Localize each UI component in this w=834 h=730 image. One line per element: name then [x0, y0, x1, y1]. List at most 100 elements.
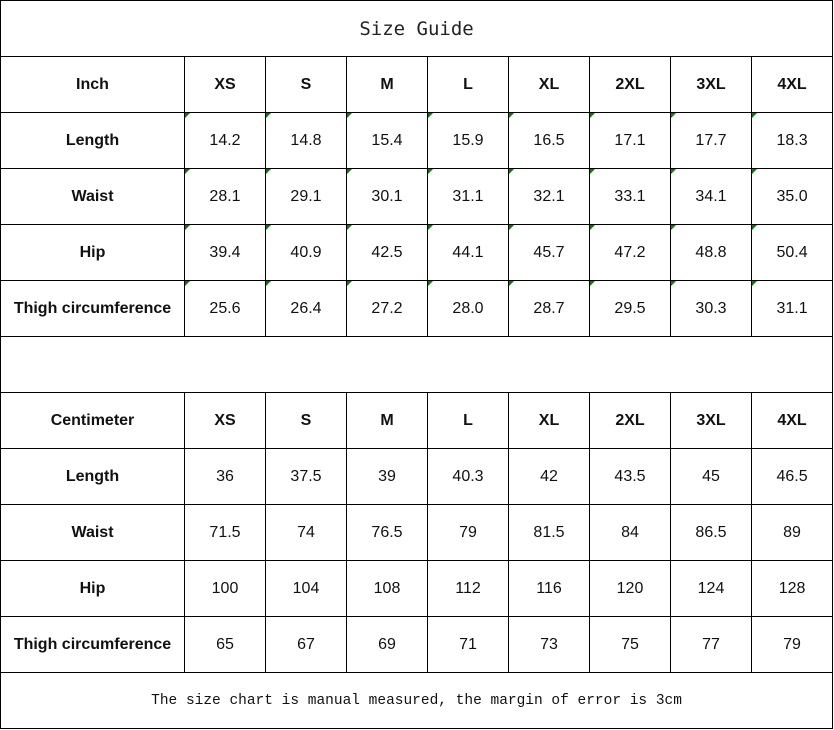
size-header: M — [346, 392, 428, 449]
measurement-cell: 29.1 — [265, 168, 347, 225]
measurement-note: The size chart is manual measured, the m… — [0, 672, 834, 729]
measurement-cell: 34.1 — [670, 168, 752, 225]
measurement-cell: 89 — [750, 504, 834, 561]
measurement-cell: 30.3 — [670, 280, 752, 337]
measurement-cell: 29.5 — [589, 280, 671, 337]
size-header: XL — [508, 392, 590, 449]
table-title: Size Guide — [0, 0, 834, 57]
row-label: Waist — [0, 168, 185, 225]
measurement-cell: 71.5 — [184, 504, 266, 561]
size-header: 3XL — [670, 392, 752, 449]
measurement-cell: 37.5 — [265, 448, 347, 505]
size-header: 2XL — [589, 56, 671, 113]
measurement-cell: 31.1 — [427, 168, 509, 225]
measurement-cell: 67 — [265, 616, 347, 673]
measurement-cell: 15.4 — [346, 112, 428, 169]
cm-header-row: Centimeter XS S M L XL 2XL 3XL 4XL — [0, 392, 834, 449]
measurement-cell: 30.1 — [346, 168, 428, 225]
table-row: Thigh circumference 25.6 26.4 27.2 28.0 28.7 2… — [0, 280, 834, 337]
measurement-cell: 100 — [184, 560, 266, 617]
measurement-cell: 77 — [670, 616, 752, 673]
measurement-cell: 79 — [427, 504, 509, 561]
measurement-cell: 81.5 — [508, 504, 590, 561]
measurement-cell: 74 — [265, 504, 347, 561]
size-header: 2XL — [589, 392, 671, 449]
row-label: Hip — [0, 560, 185, 617]
measurement-cell: 43.5 — [589, 448, 671, 505]
measurement-cell: 48.8 — [670, 224, 752, 281]
measurement-cell: 84 — [589, 504, 671, 561]
measurement-cell: 47.2 — [589, 224, 671, 281]
measurement-cell: 28.7 — [508, 280, 590, 337]
measurement-cell: 108 — [346, 560, 428, 617]
measurement-cell: 65 — [184, 616, 266, 673]
measurement-cell: 73 — [508, 616, 590, 673]
unit-header: Centimeter — [0, 392, 185, 449]
measurement-cell: 28.1 — [184, 168, 266, 225]
row-label: Thigh circumference — [0, 616, 185, 673]
measurement-cell: 44.1 — [427, 224, 509, 281]
row-label: Thigh circumference — [0, 280, 185, 337]
table-row: Length 14.2 14.8 15.4 15.9 16.5 17.1 17.7 18.3 — [0, 112, 834, 169]
measurement-cell: 15.9 — [427, 112, 509, 169]
size-header: S — [265, 56, 347, 113]
measurement-cell: 17.7 — [670, 112, 752, 169]
measurement-cell: 128 — [750, 560, 834, 617]
measurement-cell: 120 — [589, 560, 671, 617]
size-header: XL — [508, 56, 590, 113]
measurement-cell: 50.4 — [750, 224, 834, 281]
table-row: Waist 28.1 29.1 30.1 31.1 32.1 33.1 34.1 35.0 — [0, 168, 834, 225]
measurement-cell: 33.1 — [589, 168, 671, 225]
row-label: Length — [0, 112, 185, 169]
measurement-cell: 116 — [508, 560, 590, 617]
measurement-cell: 27.2 — [346, 280, 428, 337]
table-row: Thigh circumference 65 67 69 71 73 75 77 79 — [0, 616, 834, 673]
measurement-cell: 45.7 — [508, 224, 590, 281]
measurement-cell: 39.4 — [184, 224, 266, 281]
measurement-cell: 46.5 — [750, 448, 834, 505]
table-row: Length 36 37.5 39 40.3 42 43.5 45 46.5 — [0, 448, 834, 505]
measurement-cell: 71 — [427, 616, 509, 673]
measurement-cell: 17.1 — [589, 112, 671, 169]
row-label: Waist — [0, 504, 185, 561]
measurement-cell: 26.4 — [265, 280, 347, 337]
size-header: S — [265, 392, 347, 449]
note-row: The size chart is manual measured, the m… — [0, 672, 834, 729]
measurement-cell: 104 — [265, 560, 347, 617]
measurement-cell: 31.1 — [750, 280, 834, 337]
measurement-cell: 112 — [427, 560, 509, 617]
size-header: XS — [184, 56, 266, 113]
measurement-cell: 75 — [589, 616, 671, 673]
spacer-cell — [0, 336, 834, 393]
size-header: L — [427, 56, 509, 113]
measurement-cell: 79 — [750, 616, 834, 673]
measurement-cell: 36 — [184, 448, 266, 505]
spacer-row — [0, 336, 834, 393]
table-row: Hip 100 104 108 112 116 120 124 128 — [0, 560, 834, 617]
measurement-cell: 42 — [508, 448, 590, 505]
measurement-cell: 14.2 — [184, 112, 266, 169]
measurement-cell: 25.6 — [184, 280, 266, 337]
measurement-cell: 42.5 — [346, 224, 428, 281]
measurement-cell: 124 — [670, 560, 752, 617]
size-header: 4XL — [750, 56, 834, 113]
measurement-cell: 39 — [346, 448, 428, 505]
measurement-cell: 32.1 — [508, 168, 590, 225]
inch-header-row: Inch XS S M L XL 2XL 3XL 4XL — [0, 56, 834, 113]
measurement-cell: 45 — [670, 448, 752, 505]
table-row: Waist 71.5 74 76.5 79 81.5 84 86.5 89 — [0, 504, 834, 561]
measurement-cell: 40.9 — [265, 224, 347, 281]
size-header: L — [427, 392, 509, 449]
size-header: 4XL — [750, 392, 834, 449]
unit-header: Inch — [0, 56, 185, 113]
measurement-cell: 14.8 — [265, 112, 347, 169]
measurement-cell: 69 — [346, 616, 428, 673]
measurement-cell: 40.3 — [427, 448, 509, 505]
row-label: Length — [0, 448, 185, 505]
measurement-cell: 28.0 — [427, 280, 509, 337]
row-label: Hip — [0, 224, 185, 281]
measurement-cell: 76.5 — [346, 504, 428, 561]
measurement-cell: 18.3 — [750, 112, 834, 169]
size-header: XS — [184, 392, 266, 449]
